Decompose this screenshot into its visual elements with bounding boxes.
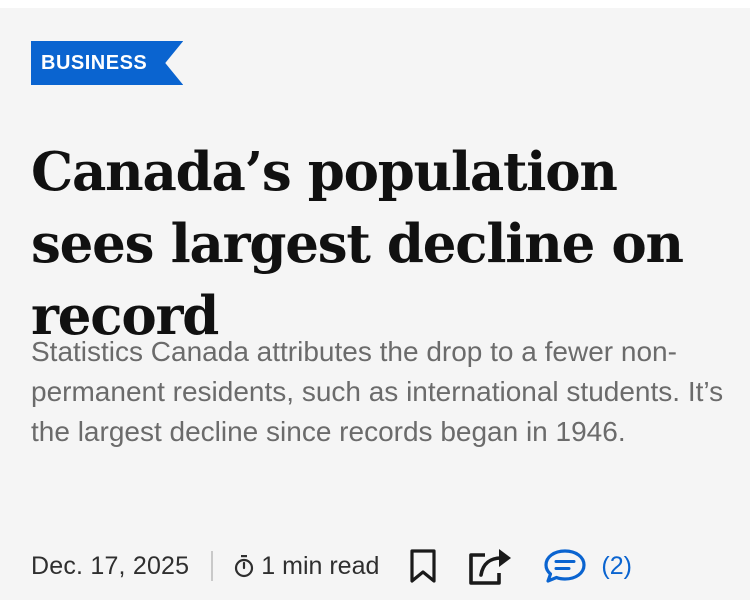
meta-divider [211,551,214,581]
article-meta-bar: Dec. 17, 2025 1 min read [31,544,632,588]
publish-date: Dec. 17, 2025 [31,551,190,580]
section-tag-business[interactable]: BUSINESS [31,41,183,85]
read-time: 1 min read [233,552,379,581]
article-dek: Statistics Canada attributes the drop to… [31,336,724,447]
share-icon [469,549,512,585]
timer-icon [235,555,254,578]
bookmark-icon [410,549,436,583]
bookmark-button[interactable] [409,548,437,584]
comment-icon [544,549,586,583]
article-card: BUSINESS Canada’s population sees larges… [0,8,750,600]
share-button[interactable] [467,545,513,587]
comments-button[interactable]: (2) [543,548,632,584]
article-headline[interactable]: Canada’s population sees largest decline… [31,141,684,347]
comment-count: (2) [601,551,632,580]
read-time-label: 1 min read [261,551,380,580]
